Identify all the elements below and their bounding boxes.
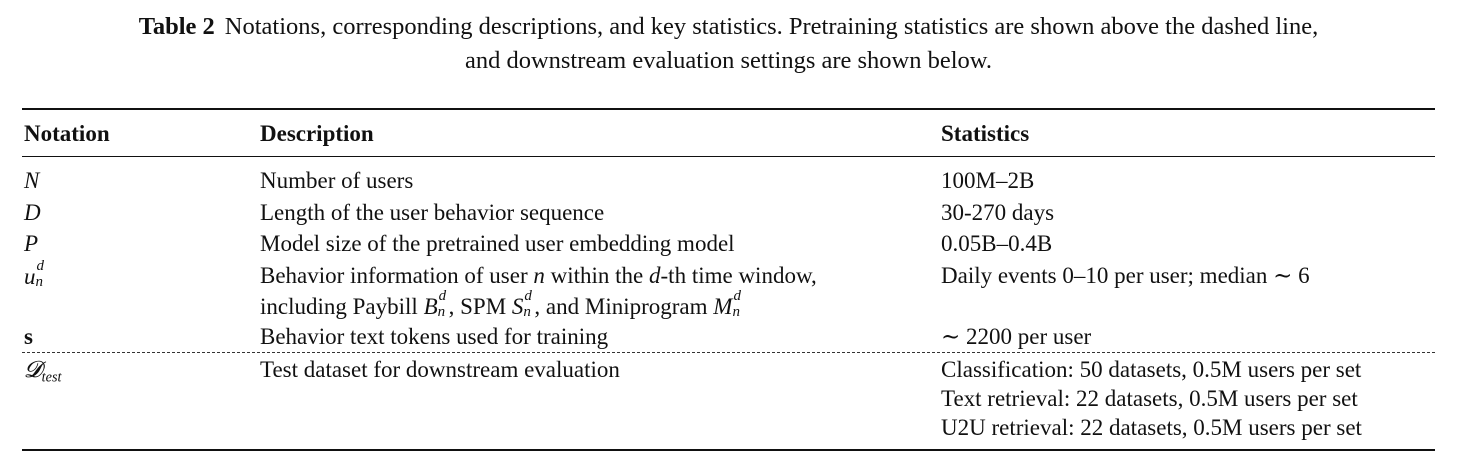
row-6-statistics-line-1: Classification: 50 datasets, 0.5M users … bbox=[941, 357, 1362, 382]
row-6-description: Test dataset for downstream evaluation bbox=[260, 357, 620, 382]
row-1-description: Number of users bbox=[260, 168, 414, 193]
caption-text-1: Notations, corresponding descriptions, a… bbox=[224, 13, 1319, 40]
row-1-statistics: 100M–2B bbox=[941, 168, 1035, 193]
table-top-rule bbox=[22, 108, 1435, 110]
row-4-description-line-1: Behavior information of user n within th… bbox=[260, 263, 817, 288]
row-6-statistics-line-3: U2U retrieval: 22 datasets, 0.5M users p… bbox=[941, 415, 1362, 440]
row-4-statistics: Daily events 0–10 per user; median ∼ 6 bbox=[941, 263, 1310, 288]
row-6-notation-base: 𝓓 bbox=[24, 357, 42, 383]
caption-line-2: and downstream evaluation settings are s… bbox=[464, 47, 993, 74]
row-3-description: Model size of the pretrained user embedd… bbox=[260, 231, 735, 256]
row-6-statistics-line-2: Text retrieval: 22 datasets, 0.5M users … bbox=[941, 386, 1358, 411]
row-5-notation: s bbox=[24, 324, 33, 349]
row-1-notation: N bbox=[24, 168, 40, 193]
caption-label: Table 2 bbox=[138, 13, 215, 40]
header-statistics: Statistics bbox=[941, 121, 1030, 146]
header-notation: Notation bbox=[24, 121, 110, 146]
table-caption: Table 2 Notations, corresponding descript… bbox=[12, 10, 1445, 78]
row-4-notation-sub: n bbox=[35, 274, 44, 290]
row-5-description: Behavior text tokens used for training bbox=[260, 324, 609, 349]
row-6-notation-sub: test bbox=[41, 369, 62, 386]
table-bottom-rule bbox=[22, 449, 1435, 451]
row-3-notation: P bbox=[24, 231, 39, 256]
row-5-statistics: ∼ 2200 per user bbox=[941, 324, 1092, 349]
header-description: Description bbox=[260, 121, 374, 146]
row-3-statistics: 0.05B–0.4B bbox=[941, 231, 1053, 256]
row-2-notation: D bbox=[24, 200, 41, 225]
table-header-rule bbox=[22, 156, 1435, 157]
row-6-notation: 𝓓test bbox=[24, 355, 61, 385]
caption-line-1: Table 2 Notations, corresponding descript… bbox=[12, 10, 1445, 44]
row-2-description: Length of the user behavior sequence bbox=[260, 200, 605, 225]
row-4-notation-sup: d bbox=[36, 258, 45, 274]
row-4-notation-base: u bbox=[24, 264, 36, 289]
row-2-statistics: 30-270 days bbox=[941, 200, 1055, 225]
dashed-separator bbox=[22, 352, 1435, 353]
